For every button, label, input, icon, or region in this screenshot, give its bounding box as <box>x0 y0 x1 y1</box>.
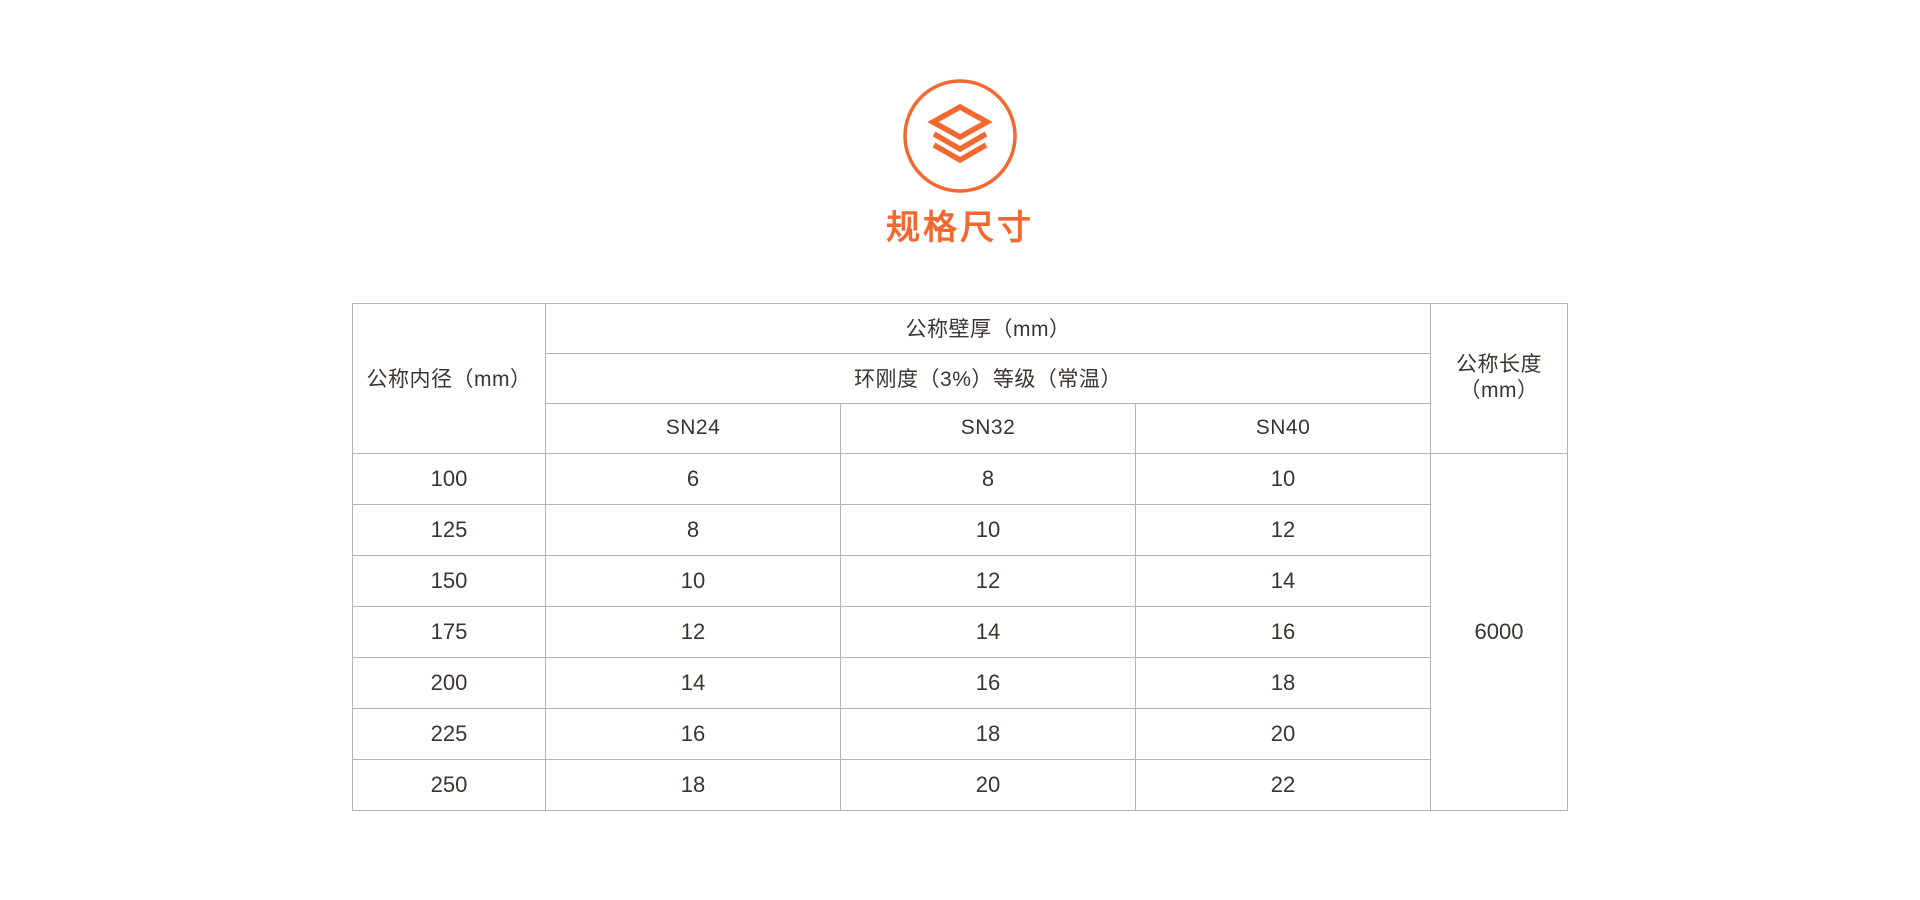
cell-inner-diameter: 250 <box>351 758 546 811</box>
header-sn24: SN24 <box>544 402 841 454</box>
table-row: 250 18 20 22 <box>351 758 1567 811</box>
section-header: 规格尺寸 <box>0 0 1920 249</box>
cell-sn32: 8 <box>839 452 1136 505</box>
cell-sn24: 14 <box>544 656 841 709</box>
cell-sn40: 16 <box>1134 605 1432 658</box>
cell-sn32: 10 <box>839 503 1136 556</box>
cell-sn24: 12 <box>544 605 841 658</box>
header-row-3: SN24 SN32 SN40 <box>352 402 1567 454</box>
table-row: 150 10 12 14 <box>351 554 1567 607</box>
table-row: 200 14 16 18 <box>351 656 1567 709</box>
cell-sn40: 12 <box>1134 503 1432 556</box>
header-sn40: SN40 <box>1134 402 1432 454</box>
cell-sn40: 22 <box>1134 758 1432 811</box>
spec-table: 公称内径（mm） 公称壁厚（mm） 公称长度 （mm） 环刚度（3%）等级（常温… <box>351 302 1568 811</box>
table-row: 225 16 18 20 <box>351 707 1567 760</box>
spec-table-head: 公称内径（mm） 公称壁厚（mm） 公称长度 （mm） 环刚度（3%）等级（常温… <box>351 302 1568 454</box>
spec-table-body: 100 6 8 10 6000 125 8 10 12 150 10 12 14… <box>351 452 1568 811</box>
header-inner-diameter: 公称内径（mm） <box>351 302 546 454</box>
header-ring-stiffness: 环刚度（3%）等级（常温） <box>544 352 1432 404</box>
header-wall-thickness: 公称壁厚（mm） <box>544 302 1432 354</box>
cell-inner-diameter: 225 <box>351 707 546 760</box>
cell-sn24: 10 <box>544 554 841 607</box>
cell-sn24: 8 <box>544 503 841 556</box>
cell-sn32: 14 <box>839 605 1136 658</box>
cell-sn32: 20 <box>839 758 1136 811</box>
cell-sn40: 18 <box>1134 656 1432 709</box>
cell-inner-diameter: 100 <box>351 452 546 505</box>
header-sn32: SN32 <box>839 402 1136 454</box>
cell-inner-diameter: 200 <box>351 656 546 709</box>
header-row-1: 公称内径（mm） 公称壁厚（mm） 公称长度 （mm） <box>351 302 1568 454</box>
table-row: 100 6 8 10 6000 <box>351 452 1568 811</box>
table-row: 125 8 10 12 <box>351 503 1567 556</box>
cell-sn32: 18 <box>839 707 1136 760</box>
section-title: 规格尺寸 <box>886 209 1034 247</box>
cell-sn40: 14 <box>1134 554 1432 607</box>
cell-sn32: 12 <box>839 554 1136 607</box>
cell-nominal-length: 6000 <box>1430 452 1568 811</box>
cell-inner-diameter: 125 <box>351 503 546 556</box>
cell-sn24: 6 <box>544 452 841 505</box>
cell-sn32: 16 <box>839 656 1136 709</box>
header-nominal-length: 公称长度 （mm） <box>1430 302 1568 454</box>
table-row: 175 12 14 16 <box>351 605 1567 658</box>
cell-sn24: 18 <box>544 758 841 811</box>
cell-sn40: 10 <box>1134 452 1432 505</box>
header-nominal-length-line1: 公称长度 <box>1456 353 1542 377</box>
header-nominal-length-line2: （mm） <box>1459 379 1539 403</box>
cell-inner-diameter: 150 <box>351 554 546 607</box>
cell-sn40: 20 <box>1134 707 1432 760</box>
cell-sn24: 16 <box>544 707 841 760</box>
cell-inner-diameter: 175 <box>351 605 546 658</box>
layers-icon <box>902 78 1018 194</box>
